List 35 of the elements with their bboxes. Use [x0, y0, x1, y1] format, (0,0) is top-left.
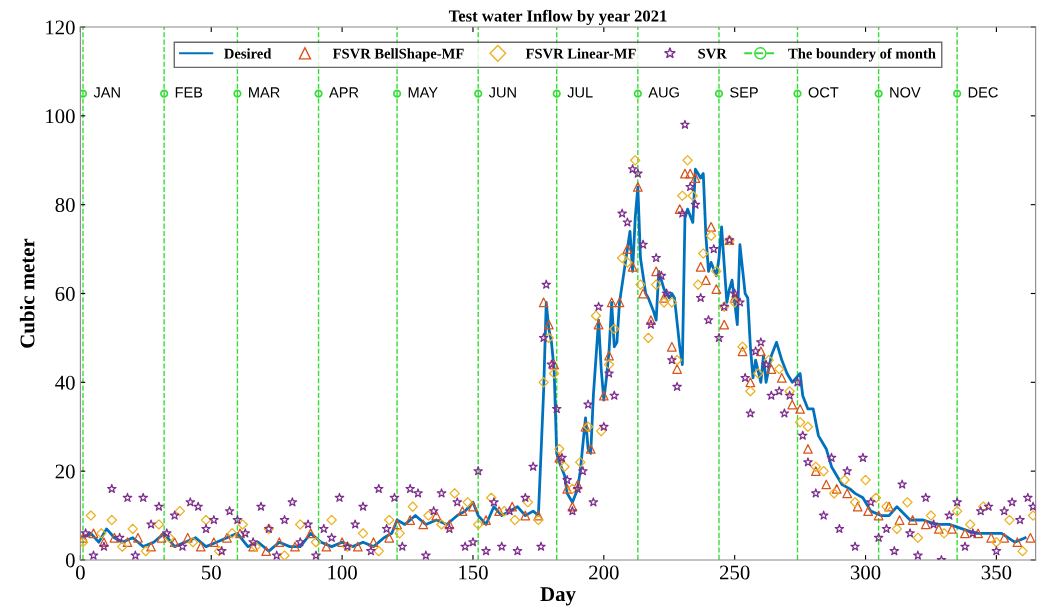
y-tick-label: 60	[55, 286, 75, 301]
y-tick-label: 80	[55, 198, 75, 213]
x-tick-label: 300	[850, 565, 881, 580]
ref-line-label: JUL	[567, 87, 593, 98]
y-tick-label: 120	[46, 20, 75, 35]
ref-line-label: MAY	[408, 87, 438, 98]
legend-label: SVR	[698, 48, 727, 59]
legend-label: FSVR Linear-MF	[525, 48, 636, 59]
ref-line-label: FEB	[175, 87, 203, 98]
y-tick-label: 20	[55, 464, 75, 479]
x-tick-label: 50	[202, 565, 221, 580]
x-axis-title: Day	[540, 587, 576, 606]
x-tick-label: 250	[719, 565, 750, 580]
ref-line-label: DEC	[968, 87, 998, 98]
y-tick-label: 40	[55, 375, 75, 390]
ref-line-label: MAR	[249, 87, 280, 98]
legend-label: Desired	[224, 48, 272, 59]
y-axis-title: Cubic meter	[19, 238, 35, 348]
ref-line-label: JAN	[93, 87, 120, 98]
ref-line-label: OCT	[808, 87, 839, 98]
ref-line-label: SEP	[730, 87, 758, 98]
x-tick-label: 0	[75, 565, 85, 580]
y-tick-label: 100	[46, 109, 75, 124]
legend-label: The boundery of month	[788, 48, 936, 62]
chart-title: Test water Inflow by year 2021	[448, 9, 667, 26]
y-tick-label: 0	[65, 553, 75, 568]
x-tick-label: 350	[981, 565, 1012, 580]
ref-line-label: AUG	[648, 87, 679, 98]
x-tick-label: 150	[459, 565, 488, 580]
x-tick-label: 200	[589, 565, 619, 580]
x-tick-label: 100	[328, 565, 357, 580]
legend-label: FSVR BellShape-MF	[332, 48, 464, 62]
ref-line-label: NOV	[890, 87, 921, 98]
ref-line-label: JUN	[488, 87, 516, 98]
ref-line-label: APR	[329, 87, 359, 98]
